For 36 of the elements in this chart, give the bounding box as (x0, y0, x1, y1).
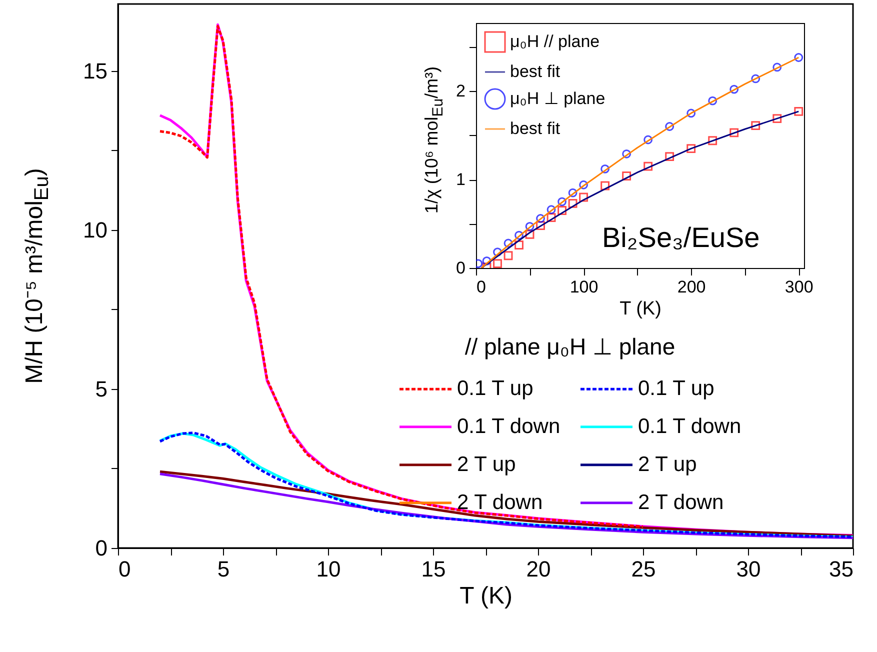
x-tick-label: 25 (631, 556, 656, 582)
annotation: Bi₂Se₃/EuSe (602, 222, 760, 254)
x-tick-label: 0 (118, 556, 131, 582)
x-tick-label: 35 (829, 556, 854, 582)
legend-label: 2 T up (638, 452, 697, 476)
y-tick-label: 5 (95, 376, 108, 402)
x-axis-title: T (K) (620, 298, 662, 320)
y-tick-label: 1 (456, 170, 466, 190)
x-tick-label: 0 (476, 278, 486, 296)
x-tick-label: 20 (526, 556, 551, 582)
legend-label: 0.1 T down (457, 414, 560, 438)
y-tick-label: 0 (456, 258, 466, 278)
y-tick-label: 0 (95, 536, 108, 560)
x-tick-label: 5 (217, 556, 230, 582)
legend-label: μ₀H ⊥ plane (510, 89, 606, 108)
legend-label: μ₀H // plane (510, 32, 600, 51)
x-tick-label: 200 (677, 278, 706, 296)
y-tick-label: 15 (83, 58, 108, 84)
x-tick-label: 30 (736, 556, 761, 582)
line-series (480, 56, 800, 268)
y-tick-label: 10 (83, 217, 108, 242)
x-axis-title: T (K) (460, 582, 512, 610)
legend-label: 0.1 T up (457, 377, 534, 400)
legend-label: best fit (510, 119, 560, 138)
legend-label: 2 T up (457, 452, 516, 476)
legend-title: // plane μ₀H ⊥ plane (464, 333, 676, 360)
x-tick-label: 300 (784, 278, 814, 296)
legend-label: best fit (510, 62, 560, 81)
legend-label: 0.1 T down (638, 414, 742, 438)
x-tick-label: 15 (421, 556, 446, 582)
y-tick-label: 2 (456, 82, 466, 101)
legend-label: 2 T down (457, 490, 543, 514)
x-tick-label: 10 (316, 556, 341, 582)
x-tick-label: 100 (570, 278, 598, 296)
legend-label: 2 T down (638, 490, 724, 514)
legend-label: 0.1 T up (638, 377, 714, 400)
